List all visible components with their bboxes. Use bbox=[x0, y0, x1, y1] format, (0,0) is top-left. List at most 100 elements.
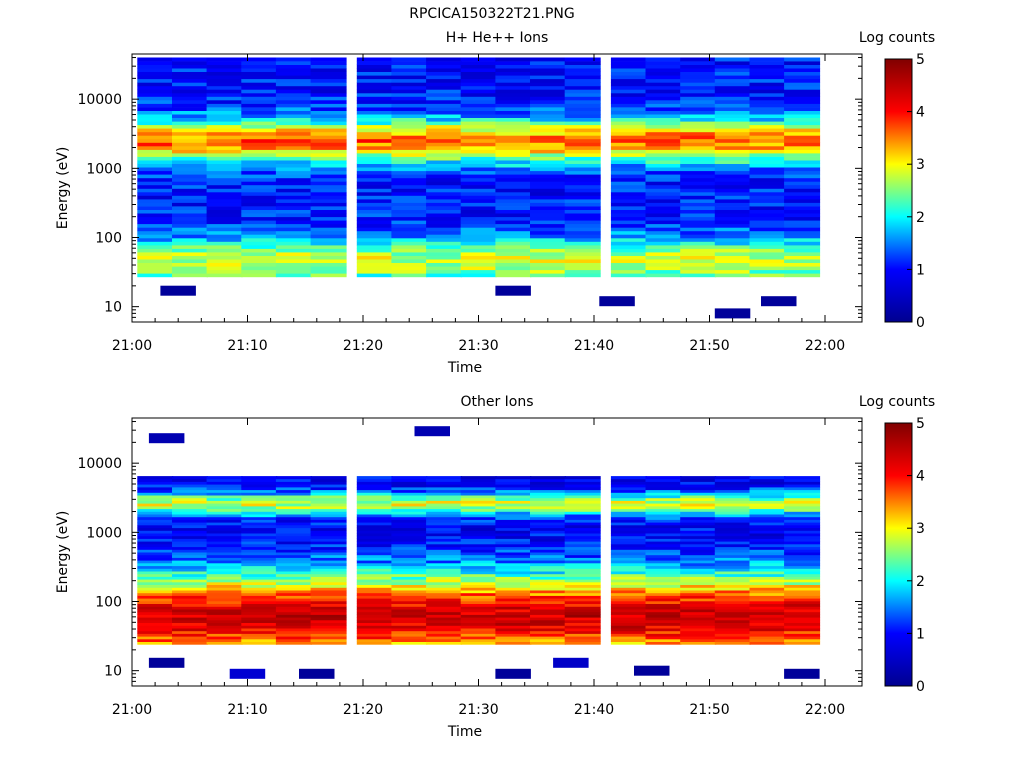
heatmap-cell bbox=[460, 100, 497, 104]
heatmap-cell bbox=[310, 195, 347, 200]
heatmap-cell bbox=[784, 552, 821, 556]
heatmap-cell bbox=[610, 245, 647, 249]
heatmap-cell bbox=[749, 484, 786, 488]
heatmap-cell bbox=[714, 630, 751, 634]
heatmap-cell bbox=[137, 110, 174, 115]
heatmap-cell bbox=[495, 78, 532, 83]
heatmap-cell bbox=[784, 234, 821, 239]
heatmap-cell bbox=[275, 114, 312, 118]
heatmap-cell bbox=[495, 617, 532, 621]
heatmap-cell bbox=[645, 592, 682, 596]
heatmap-cell bbox=[714, 245, 751, 249]
heatmap-cell bbox=[206, 514, 243, 518]
heatmap-cell bbox=[784, 630, 821, 634]
heatmap-cell bbox=[275, 489, 312, 493]
heatmap-cell bbox=[784, 138, 821, 143]
heatmap-cell bbox=[275, 75, 312, 80]
heatmap-cell bbox=[564, 587, 601, 591]
heatmap-cell bbox=[391, 128, 428, 133]
heatmap-cell bbox=[391, 110, 428, 115]
heatmap-cell bbox=[241, 625, 278, 629]
heatmap-cell bbox=[275, 213, 312, 218]
heatmap-cell bbox=[749, 478, 786, 482]
heatmap-cell bbox=[206, 565, 243, 569]
heatmap-cell bbox=[241, 234, 278, 239]
heatmap-cell bbox=[356, 519, 393, 523]
heatmap-cell bbox=[460, 506, 497, 510]
heatmap-cell bbox=[610, 220, 647, 225]
heatmap-cell bbox=[172, 131, 208, 136]
heatmap-cell bbox=[241, 184, 278, 189]
heatmap-cell bbox=[172, 563, 208, 567]
heatmap-cell bbox=[206, 590, 243, 594]
heatmap-cell bbox=[495, 533, 532, 537]
heatmap-cell bbox=[391, 489, 428, 493]
heatmap-cell bbox=[137, 71, 174, 76]
heatmap-cell bbox=[241, 519, 278, 523]
heatmap-cell bbox=[460, 568, 497, 572]
heatmap-cell bbox=[391, 614, 428, 618]
heatmap-cell bbox=[356, 64, 393, 69]
heatmap-cell bbox=[310, 149, 347, 154]
heatmap-cell bbox=[530, 506, 566, 510]
heatmap-cell bbox=[645, 478, 682, 482]
colorbar-tick-label: 3 bbox=[916, 521, 925, 537]
heatmap-cell bbox=[714, 538, 751, 542]
heatmap-cell bbox=[749, 592, 786, 596]
heatmap-cell bbox=[784, 131, 821, 136]
heatmap-cell bbox=[714, 177, 751, 182]
heatmap-cell bbox=[275, 96, 312, 101]
heatmap-cell bbox=[426, 135, 463, 140]
heatmap-cell bbox=[275, 206, 312, 210]
heatmap-cell bbox=[680, 107, 717, 111]
heatmap-cell bbox=[241, 177, 278, 182]
heatmap-cell bbox=[784, 252, 821, 256]
heatmap-cell bbox=[356, 92, 393, 97]
heatmap-cell bbox=[530, 630, 566, 634]
heatmap-cell bbox=[495, 519, 532, 523]
heatmap-cell bbox=[172, 100, 208, 104]
x-tick-label: 21:50 bbox=[689, 338, 729, 354]
heatmap-cell bbox=[749, 213, 786, 218]
heatmap-cell bbox=[564, 590, 601, 594]
heatmap-cell bbox=[460, 592, 497, 596]
heatmap-cell bbox=[714, 581, 751, 585]
heatmap-cell bbox=[610, 609, 647, 613]
heatmap-cell bbox=[172, 234, 208, 239]
heatmap-cell bbox=[530, 492, 566, 496]
heatmap-cell bbox=[275, 598, 312, 602]
heatmap-cell bbox=[784, 117, 821, 122]
heatmap-cell bbox=[749, 216, 786, 221]
heatmap-cell bbox=[784, 633, 821, 637]
heatmap-cell bbox=[426, 213, 463, 218]
heatmap-cell bbox=[460, 630, 497, 634]
heatmap-cell bbox=[495, 481, 532, 485]
heatmap-cell bbox=[460, 571, 497, 575]
heatmap-cell bbox=[564, 617, 601, 621]
heatmap-cell bbox=[275, 636, 312, 640]
heatmap-cell bbox=[610, 552, 647, 556]
heatmap-cell bbox=[172, 595, 208, 599]
heatmap-cell bbox=[645, 114, 682, 118]
heatmap-cell bbox=[172, 135, 208, 140]
heatmap-cell bbox=[645, 255, 682, 260]
heatmap-cell bbox=[172, 142, 208, 147]
heatmap-cell bbox=[310, 177, 347, 182]
heatmap-cell bbox=[356, 252, 393, 256]
heatmap-cell bbox=[645, 220, 682, 225]
heatmap-cell bbox=[275, 487, 312, 491]
heatmap-cell bbox=[564, 142, 601, 147]
heatmap-cell bbox=[714, 75, 751, 80]
heatmap-cell bbox=[426, 131, 463, 136]
heatmap-cell bbox=[426, 560, 463, 564]
heatmap-cell bbox=[137, 170, 174, 175]
heatmap-cell bbox=[784, 135, 821, 140]
heatmap-cell bbox=[206, 633, 243, 637]
heatmap-cell bbox=[564, 248, 601, 253]
heatmap-cell bbox=[460, 497, 497, 501]
heatmap-cell bbox=[391, 581, 428, 585]
heatmap-cell bbox=[610, 269, 647, 274]
heatmap-cell bbox=[645, 563, 682, 567]
heatmap-cell bbox=[610, 581, 647, 585]
heatmap-cell bbox=[610, 78, 647, 83]
